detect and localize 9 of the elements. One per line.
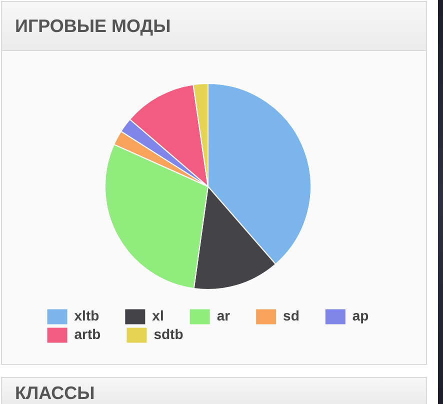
- chart-title: ИГРОВЫЕ МОДЫ: [15, 16, 171, 36]
- legend-label: ar: [216, 308, 231, 324]
- text: КЛАССЫ: [15, 383, 95, 403]
- legend-label: sd: [283, 308, 300, 324]
- legend-label: xltb: [74, 308, 100, 324]
- legend-label: ap: [352, 308, 369, 324]
- legend-label: artb: [74, 326, 101, 342]
- legend-label: xl: [152, 308, 164, 324]
- legend-label: sdtb: [154, 326, 184, 342]
